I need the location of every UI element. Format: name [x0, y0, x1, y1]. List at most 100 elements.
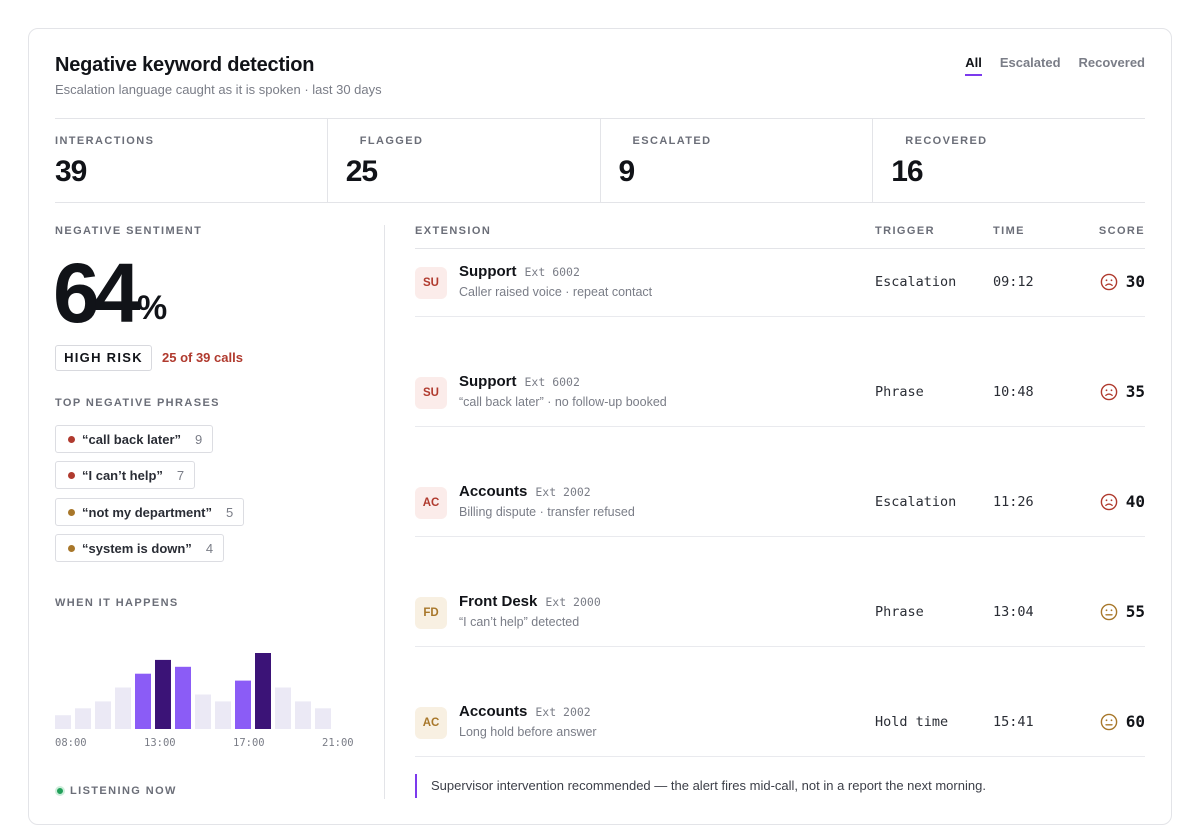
extension-code: Ext 2002: [535, 705, 591, 719]
timing-bar: [295, 701, 311, 729]
header-divider: [415, 248, 1145, 249]
page-title: Negative keyword detection: [55, 54, 315, 76]
listening-status: LISTENING NOW: [55, 785, 177, 797]
table-row[interactable]: AC Accounts Ext 2002 Billing dispute · tran…: [415, 469, 1145, 537]
tick-label: 13:00: [144, 737, 176, 749]
trigger-cell: Escalation: [875, 494, 957, 510]
table-row[interactable]: SU Support Ext 6002 Caller raised voice · r…: [415, 249, 1145, 317]
extension-code: Ext 6002: [524, 265, 580, 279]
phrase-chip[interactable]: “not my department” 5: [55, 498, 245, 526]
extension-code: Ext 6002: [524, 375, 580, 389]
phrase-text: “call back later”: [82, 431, 181, 447]
tick-label: 08:00: [55, 737, 87, 749]
score-cell: 60: [1100, 712, 1145, 731]
time-cell: 13:04: [993, 604, 1034, 620]
extension-description: Billing dispute · transfer refused: [459, 505, 635, 519]
extension-description: Caller raised voice · repeat contact: [459, 285, 653, 299]
extension-name: Support: [459, 263, 517, 280]
score-cell: 40: [1100, 492, 1145, 511]
time-cell: 10:48: [993, 384, 1034, 400]
sentiment-unit: %: [137, 289, 168, 327]
col-header-time: TIME: [993, 225, 1025, 237]
sentiment-label: NEGATIVE SENTIMENT: [55, 225, 203, 237]
phrase-text: “not my department”: [82, 504, 213, 520]
timing-bar: [135, 673, 151, 729]
stat-label: ESCALATED: [632, 135, 712, 147]
timing-bar: [175, 666, 191, 729]
phrase-chip[interactable]: “call back later” 9: [55, 425, 214, 453]
severity-dot-icon: [68, 544, 75, 552]
extension-cell: Support Ext 6002: [459, 263, 580, 280]
live-indicator-icon: [55, 786, 65, 796]
trigger-cell: Hold time: [875, 714, 949, 730]
table-row[interactable]: SU Support Ext 6002 “call back later” · no …: [415, 359, 1145, 427]
col-header-trigger: TRIGGER: [875, 225, 935, 237]
stat-value: 39: [55, 155, 87, 188]
timing-label: WHEN IT HAPPENS: [55, 597, 179, 609]
avatar: AC: [415, 707, 447, 739]
tab-recovered[interactable]: Recovered: [1078, 55, 1145, 70]
phrase-text: “system is down”: [82, 540, 192, 556]
risk-note: 25 of 39 calls: [162, 350, 243, 365]
avatar: SU: [415, 267, 447, 299]
timing-bar-chart: [55, 653, 331, 729]
timing-bar: [95, 701, 111, 729]
score-cell: 35: [1100, 382, 1145, 401]
panel-divider: [384, 225, 385, 799]
stats-strip: INTERACTIONS 39 FLAGGED 25 ESCALATED 9 R…: [55, 118, 1145, 203]
extension-description: “call back later” · no follow-up booked: [459, 395, 667, 409]
supervisor-note: Supervisor intervention recommended — th…: [415, 774, 1145, 798]
timing-bar: [55, 715, 71, 729]
tab-escalated[interactable]: Escalated: [999, 55, 1061, 70]
stat-label: FLAGGED: [359, 135, 424, 147]
frown-face-icon: [1100, 273, 1118, 290]
timing-bar: [275, 687, 291, 729]
stat-value: 9: [618, 155, 636, 188]
extension-code: Ext 2002: [535, 485, 591, 499]
tick-label: 21:00: [322, 737, 354, 749]
severity-dot-icon: [68, 508, 75, 516]
severity-dot-icon: [68, 435, 75, 443]
stat-value: 25: [345, 155, 378, 188]
timing-bar: [215, 701, 231, 729]
score-value: 35: [1125, 382, 1145, 401]
table-row[interactable]: FD Front Desk Ext 2000 “I can’t help” detec…: [415, 579, 1145, 647]
phrase-count: 9: [195, 431, 203, 447]
phrase-chip[interactable]: “I can’t help” 7: [55, 461, 196, 489]
stat-recovered: RECOVERED 16: [873, 119, 1145, 202]
sentiment-value: 64: [53, 246, 140, 340]
stat-interactions: INTERACTIONS 39: [55, 119, 328, 202]
extension-description: “I can’t help” detected: [459, 615, 580, 629]
tab-all[interactable]: All: [965, 55, 982, 76]
extension-cell: Accounts Ext 2002: [459, 483, 591, 500]
extension-name: Accounts: [459, 703, 528, 720]
filter-tabs: All Escalated Recovered: [965, 55, 1145, 76]
score-cell: 55: [1100, 602, 1145, 621]
phrase-count: 7: [176, 467, 185, 483]
keyword-detection-card: Negative keyword detection Escalation la…: [28, 28, 1172, 825]
extension-code: Ext 2000: [545, 595, 601, 609]
table-row[interactable]: AC Accounts Ext 2002 Long hold before answe…: [415, 689, 1145, 757]
avatar: FD: [415, 597, 447, 629]
extension-description: Long hold before answer: [459, 725, 597, 739]
stat-escalated: ESCALATED 9: [601, 119, 874, 202]
tick-label: 17:00: [233, 737, 265, 749]
avatar: AC: [415, 487, 447, 519]
frown-face-icon: [1100, 713, 1118, 730]
score-value: 55: [1125, 602, 1145, 621]
col-header-score: SCORE: [1098, 225, 1145, 237]
listening-label: LISTENING NOW: [70, 785, 177, 797]
stat-value: 16: [891, 155, 923, 188]
frown-face-icon: [1100, 383, 1118, 400]
phrase-chip[interactable]: “system is down” 4: [55, 534, 225, 562]
timing-bar: [75, 708, 91, 729]
stat-label: INTERACTIONS: [55, 135, 155, 147]
severity-dot-icon: [68, 471, 75, 479]
timing-bar: [195, 694, 211, 729]
avatar: SU: [415, 377, 447, 409]
phrase-text: “I can’t help”: [82, 467, 163, 483]
phrase-count: 4: [205, 540, 214, 556]
timing-bar: [255, 653, 271, 729]
phrases-label: TOP NEGATIVE PHRASES: [55, 397, 220, 409]
page-subtitle: Escalation language caught as it is spok…: [55, 82, 382, 97]
